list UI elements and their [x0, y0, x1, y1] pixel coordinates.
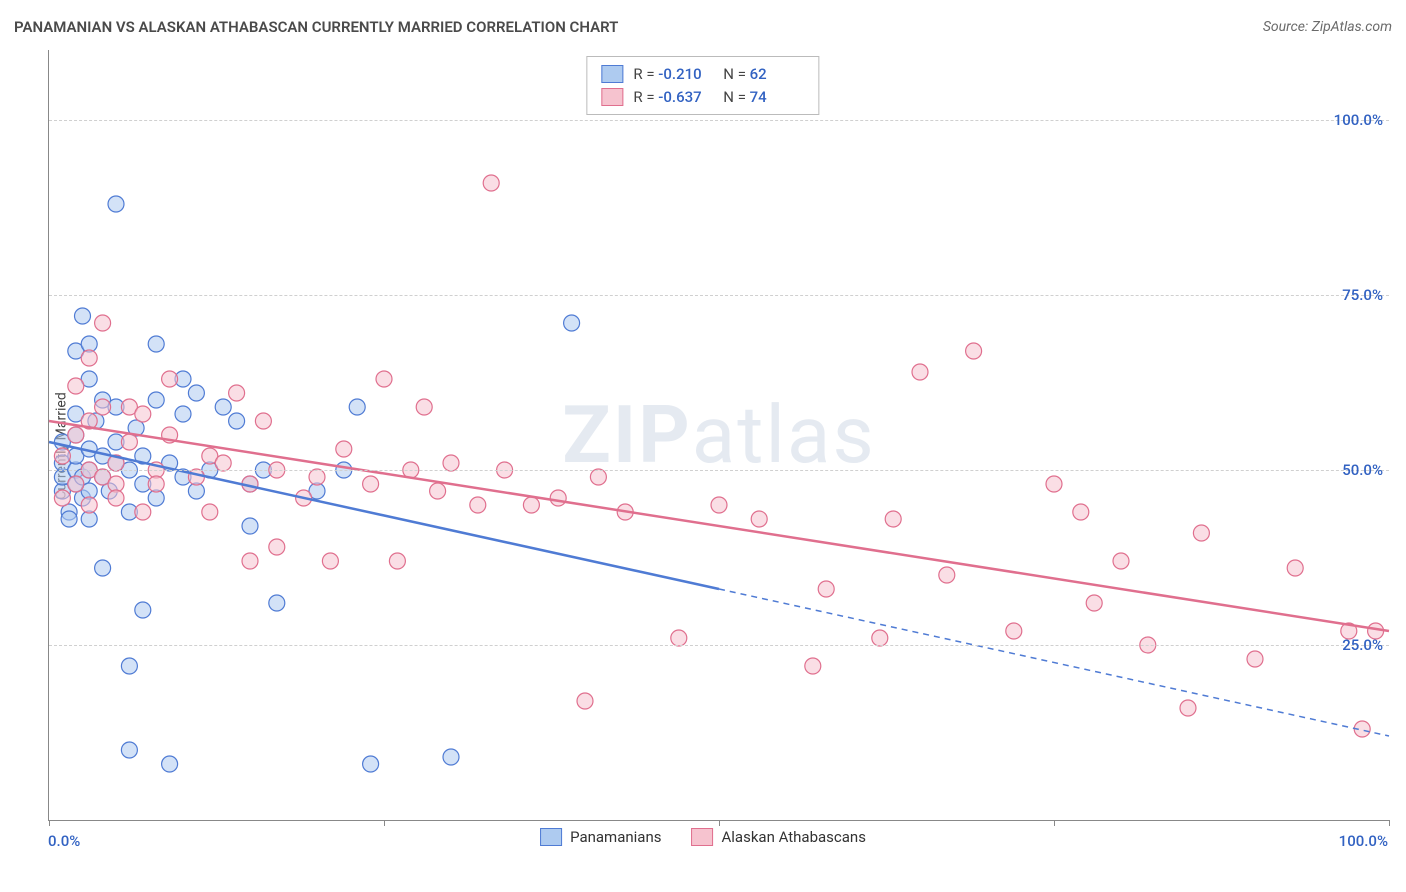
r-value-2: -0.637	[658, 86, 713, 109]
y-tick-label: 50.0%	[1342, 461, 1383, 479]
correlation-legend: R = -0.210 N = 62 R = -0.637 N = 74	[586, 56, 819, 115]
n-value-2: 74	[750, 86, 805, 109]
n-value-1: 62	[750, 63, 805, 86]
plot-frame: ZIPatlas 25.0%50.0%75.0%100.0%	[48, 50, 1389, 821]
legend-swatch-2	[601, 88, 623, 106]
y-tick-label: 75.0%	[1342, 286, 1383, 304]
x-min-label: 0.0%	[48, 832, 80, 850]
title-bar: PANAMANIAN VS ALASKAN ATHABASCAN CURRENT…	[14, 18, 1392, 36]
legend-row-2: R = -0.637 N = 74	[601, 86, 804, 109]
y-tick-label: 25.0%	[1342, 636, 1383, 654]
legend-swatch-1	[601, 65, 623, 83]
x-axis-labels: 0.0% 100.0%	[48, 832, 1388, 850]
chart-source: Source: ZipAtlas.com	[1263, 19, 1392, 35]
r-value-1: -0.210	[658, 63, 713, 86]
plot-svg	[49, 50, 1389, 820]
legend-row-1: R = -0.210 N = 62	[601, 63, 804, 86]
chart-container: PANAMANIAN VS ALASKAN ATHABASCAN CURRENT…	[0, 0, 1406, 892]
y-tick-label: 100.0%	[1334, 111, 1383, 129]
chart-title: PANAMANIAN VS ALASKAN ATHABASCAN CURRENT…	[14, 18, 618, 36]
x-max-label: 100.0%	[1339, 832, 1388, 850]
